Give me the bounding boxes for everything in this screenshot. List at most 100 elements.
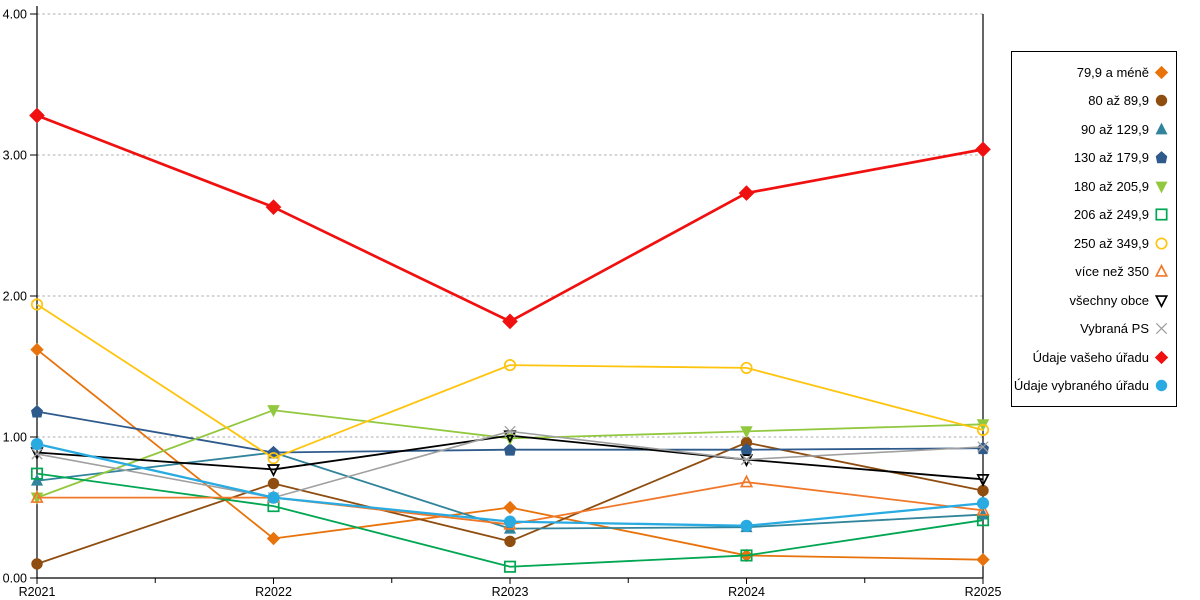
- y-axis-tick-label: 2.00: [3, 290, 27, 304]
- x-axis-tick-label: R2025: [965, 585, 1002, 599]
- diamond-marker: [1154, 65, 1169, 79]
- circle-marker: [1155, 380, 1168, 392]
- legend-item-label: 250 až 349,9: [1073, 235, 1149, 251]
- legend-item-7: 250 až 349,9: [1012, 232, 1176, 254]
- y-axis-tick-label: 0.00: [3, 572, 27, 586]
- triangle-up-marker: [1155, 122, 1168, 135]
- pentagon-marker: [504, 443, 516, 456]
- legend-item-label: 79,9 a méně: [1076, 64, 1149, 80]
- x-axis-tick-label: R2022: [255, 585, 292, 599]
- legend-item-8: více než 350: [1012, 261, 1176, 283]
- circle-marker: [1155, 95, 1168, 107]
- series-line: [36, 303, 984, 460]
- triangle-down-marker: [266, 464, 281, 478]
- legend-marker: [1155, 181, 1168, 194]
- triangle-up-marker: [30, 490, 44, 503]
- diamond-marker: [265, 199, 282, 216]
- legend-marker: [1155, 208, 1168, 221]
- diamond-marker: [503, 500, 517, 515]
- circle-marker: [740, 361, 753, 374]
- square-marker: [30, 467, 44, 480]
- legend-item-2: 80 až 89,9: [1012, 90, 1176, 112]
- chart-legend: 79,9 a méně 80 až 89,9 90 až 129,9 130 až 1…: [1011, 51, 1177, 407]
- series-line: [36, 434, 984, 481]
- triangle-up-marker: [739, 474, 754, 488]
- circle-marker: [503, 359, 517, 372]
- legend-marker: [1155, 122, 1168, 135]
- circle-marker: [740, 519, 753, 532]
- legend-item-label: všechny obce: [1069, 292, 1150, 308]
- legend-item-6: 206 až 249,9: [1012, 204, 1176, 226]
- series-10: [31, 425, 989, 504]
- legend-item-label: 206 až 249,9: [1073, 207, 1149, 223]
- y-axis-tick-label: 3.00: [3, 149, 27, 163]
- legend-marker: [1155, 323, 1168, 335]
- triangle-up-marker: [1154, 264, 1169, 278]
- legend-marker: [1155, 95, 1168, 107]
- y-axis-tick-label: 1.00: [3, 431, 27, 445]
- series-11: [29, 107, 991, 330]
- x-marker: [504, 425, 516, 438]
- legend-item-label: Údaje vybraného úřadu: [1013, 378, 1149, 394]
- series-9: [30, 430, 990, 487]
- series-12: [30, 437, 990, 532]
- legend-item-11: Údaje vašeho úřadu: [1012, 346, 1176, 368]
- diamond-marker: [975, 141, 991, 158]
- series-line: [36, 114, 984, 323]
- legend-item-3: 90 až 129,9: [1012, 118, 1176, 140]
- x-marker: [31, 448, 43, 460]
- legend-marker: [1154, 294, 1169, 308]
- diamond-marker: [976, 552, 990, 567]
- legend-marker: [1155, 380, 1168, 392]
- diamond-marker: [29, 107, 45, 124]
- diamond-marker: [738, 185, 755, 201]
- legend-item-1: 79,9 a méně: [1012, 61, 1176, 83]
- series-6: [30, 467, 990, 573]
- legend-item-5: 180 až 205,9: [1012, 175, 1176, 197]
- y-axis-tick-label: 4.00: [3, 8, 27, 22]
- circle-marker: [976, 497, 990, 510]
- legend-marker: [1155, 151, 1168, 164]
- diamond-marker: [1154, 350, 1169, 364]
- legend-item-label: 80 až 89,9: [1088, 93, 1149, 109]
- legend-item-label: 130 až 179,9: [1073, 150, 1149, 166]
- x-axis-tick-label: R2024: [728, 585, 765, 599]
- square-marker: [1155, 208, 1168, 221]
- legend-marker: [1155, 237, 1168, 250]
- legend-item-label: Vybraná PS: [1080, 321, 1149, 337]
- triangle-down-marker: [976, 474, 990, 487]
- diamond-marker: [266, 531, 281, 546]
- circle-marker: [503, 515, 517, 528]
- pentagon-marker: [1155, 151, 1168, 164]
- x-marker: [740, 453, 753, 466]
- series-line: [36, 472, 984, 568]
- circle-marker: [267, 491, 280, 504]
- circle-marker: [267, 452, 280, 465]
- series-2: [31, 436, 989, 570]
- triangle-up-marker: [30, 473, 44, 486]
- series-7: [30, 298, 990, 465]
- legend-item-label: 90 až 129,9: [1081, 121, 1149, 137]
- legend-item-4: 130 až 179,9: [1012, 147, 1176, 169]
- legend-item-12: Údaje vybraného úřadu: [1012, 375, 1176, 397]
- legend-item-label: 180 až 205,9: [1073, 178, 1149, 194]
- circle-marker: [31, 558, 43, 570]
- triangle-down-marker: [740, 426, 753, 439]
- x-axis-tick-label: R2023: [492, 585, 529, 599]
- circle-marker: [976, 423, 990, 436]
- x-marker: [1155, 323, 1168, 335]
- circle-marker: [1155, 237, 1168, 250]
- triangle-down-marker: [1154, 294, 1169, 308]
- legend-item-label: více než 350: [1075, 264, 1149, 280]
- legend-marker: [1154, 264, 1169, 278]
- legend-marker: [1154, 65, 1169, 79]
- x-axis-tick-label: R2021: [19, 585, 56, 599]
- pentagon-marker: [977, 441, 989, 455]
- circle-marker: [504, 535, 516, 548]
- square-marker: [503, 560, 517, 573]
- triangle-down-marker: [1155, 181, 1168, 194]
- circle-marker: [977, 484, 989, 497]
- legend-item-9: všechny obce: [1012, 289, 1176, 311]
